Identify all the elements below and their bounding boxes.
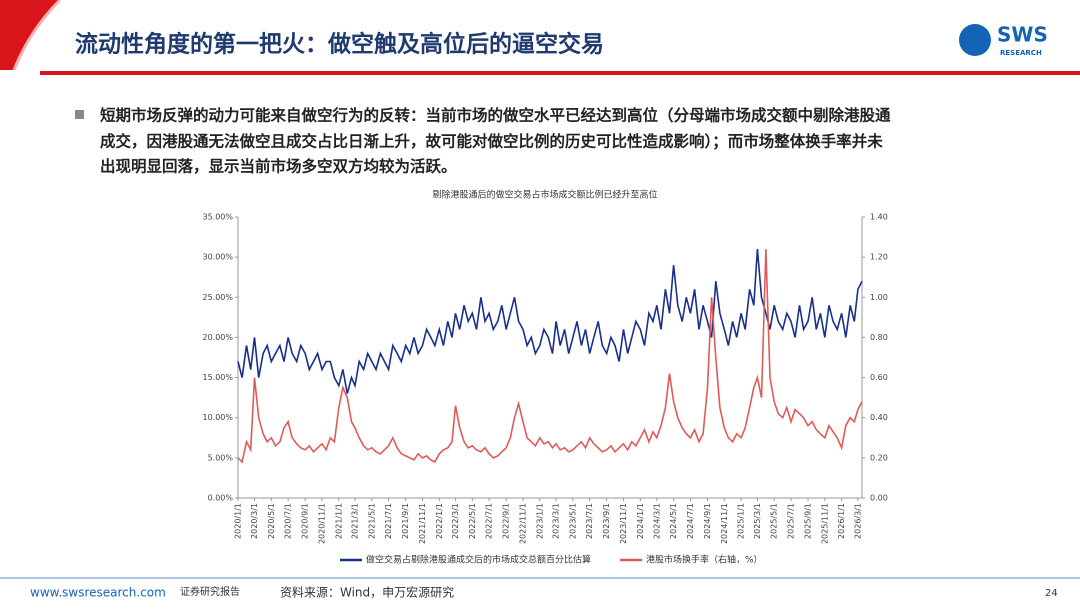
y-tick-label: 5.00%	[208, 453, 234, 462]
x-tick-label: 2025/1/1	[737, 503, 746, 539]
x-tick-label: 2023/5/1	[568, 503, 577, 539]
x-tick-label: 2023/7/1	[585, 503, 594, 539]
x-tick-label: 2020/7/1	[284, 503, 293, 539]
footer-report: 证券研究报告	[180, 585, 240, 598]
x-tick-label: 2026/3/1	[853, 503, 862, 539]
x-tick-label: 2024/11/1	[720, 503, 729, 544]
bullet-mark	[75, 110, 84, 119]
y2-tick-label: 1.20	[870, 253, 888, 262]
x-tick-label: 2021/7/1	[384, 503, 393, 539]
x-tick-label: 2022/1/1	[435, 503, 444, 539]
y2-tick-label: 1.00	[870, 293, 888, 302]
x-tick-label: 2025/7/1	[786, 503, 795, 539]
x-tick-label: 2020/9/1	[301, 503, 310, 539]
x-tick-label: 2024/7/1	[686, 503, 695, 539]
slide-title: 流动性角度的第一把火：做空触及高位后的逼空交易	[75, 31, 604, 58]
y-tick-label: 20.00%	[202, 333, 233, 342]
x-tick-label: 2025/5/1	[770, 503, 779, 539]
y2-tick-label: 0.40	[870, 413, 888, 422]
y2-tick-label: 0.20	[870, 453, 888, 462]
x-tick-label: 2022/3/1	[451, 503, 460, 539]
logo-text: SWS	[997, 23, 1048, 47]
y2-tick-label: 0.60	[870, 373, 888, 382]
x-tick-label: 2020/1/1	[234, 503, 243, 539]
y-tick-label: 25.00%	[202, 293, 233, 302]
y-tick-label: 35.00%	[202, 213, 233, 222]
x-tick-label: 2021/1/1	[334, 503, 343, 539]
x-tick-label: 2023/11/1	[619, 503, 628, 544]
y-tick-label: 30.00%	[202, 253, 233, 262]
bullet-text: 出现明显回落，显示当前市场多空双方均较为活跃。	[100, 157, 457, 176]
x-tick-label: 2020/11/1	[317, 503, 326, 544]
x-tick-label: 2024/3/1	[652, 503, 661, 539]
x-tick-label: 2024/1/1	[636, 503, 645, 539]
chart-title: 剔除港股通后的做空交易占市场成交额比例已经升至高位	[432, 189, 657, 201]
x-tick-label: 2020/5/1	[267, 503, 276, 539]
y2-tick-label: 0.80	[870, 333, 888, 342]
x-tick-label: 2021/3/1	[351, 503, 360, 539]
x-tick-label: 2022/7/1	[485, 503, 494, 539]
corner-decoration	[0, 0, 60, 70]
bullet-text: 成交，因港股通无法做空且成交占比日渐上升，故可能对做空比例的历史可比性造成影响）…	[100, 132, 883, 151]
x-tick-label: 2024/9/1	[703, 503, 712, 539]
footer-source: 资料来源：Wind，申万宏源研究	[280, 585, 454, 600]
bullet-text: 短期市场反弹的动力可能来自做空行为的反转：当前市场的做空水平已经达到高位（分母端…	[100, 106, 891, 125]
legend-label: 港股市场换手率（右轴，%）	[646, 554, 763, 566]
y-tick-label: 0.00%	[208, 494, 234, 503]
x-tick-label: 2023/1/1	[535, 503, 544, 539]
x-tick-label: 2024/5/1	[669, 503, 678, 539]
x-tick-label: 2023/9/1	[602, 503, 611, 539]
x-tick-label: 2025/11/1	[820, 503, 829, 544]
corner-decoration	[12, 0, 62, 71]
x-tick-label: 2023/3/1	[552, 503, 561, 539]
series-line	[237, 249, 863, 394]
x-tick-label: 2025/9/1	[804, 503, 813, 539]
x-tick-label: 2025/3/1	[753, 503, 762, 539]
x-tick-label: 2020/3/1	[250, 503, 259, 539]
logo-mark	[959, 24, 991, 56]
y2-tick-label: 0.00	[870, 494, 888, 503]
footer-url: www.swsresearch.com	[30, 586, 166, 600]
x-tick-label: 2022/11/1	[519, 503, 528, 544]
x-tick-label: 2021/11/1	[418, 503, 427, 544]
y-tick-label: 15.00%	[202, 373, 233, 382]
x-tick-label: 2022/9/1	[502, 503, 511, 539]
series-line	[237, 249, 863, 464]
x-tick-label: 2022/5/1	[468, 503, 477, 539]
y2-tick-label: 1.40	[870, 213, 888, 222]
x-tick-label: 2021/9/1	[401, 503, 410, 539]
page-number: 24	[1045, 588, 1058, 599]
legend-label: 做空交易占剔除港股通成交后的市场成交总额百分比估算	[366, 554, 591, 566]
y-tick-label: 10.00%	[202, 413, 233, 422]
logo-sub: RESEARCH	[1000, 49, 1042, 57]
x-tick-label: 2021/5/1	[367, 503, 376, 539]
x-tick-label: 2026/1/1	[837, 503, 846, 539]
